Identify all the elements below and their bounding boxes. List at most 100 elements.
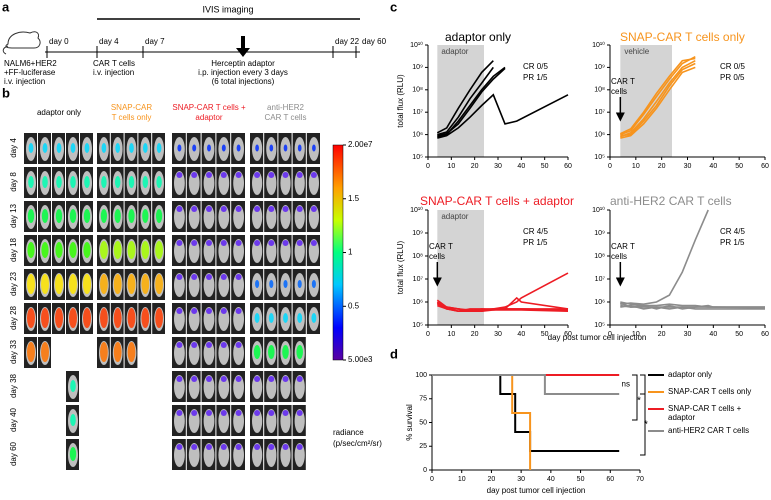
x-tick-label: 60 bbox=[606, 476, 614, 483]
signal-blob bbox=[41, 308, 49, 328]
x-tick-label: 10 bbox=[447, 163, 455, 170]
day-row-label: day 28 bbox=[9, 305, 18, 330]
signal-blob bbox=[155, 308, 164, 328]
signal-blob bbox=[296, 410, 303, 416]
signal-blob bbox=[221, 144, 226, 152]
mouse-body bbox=[252, 375, 263, 399]
y-tick-label: 10⁶ bbox=[594, 299, 605, 306]
signal-blob bbox=[268, 444, 275, 450]
signal-blob bbox=[55, 242, 63, 258]
mouse-body bbox=[252, 171, 263, 195]
flux-line bbox=[620, 55, 696, 136]
mouse-body bbox=[203, 205, 215, 229]
mouse-body bbox=[233, 307, 245, 331]
signal-blob bbox=[236, 144, 241, 152]
x-axis-label: day post tumor cell injection bbox=[487, 486, 586, 495]
signal-blob bbox=[220, 342, 227, 348]
response-annotation: CR 4/5 bbox=[720, 227, 745, 236]
signal-blob bbox=[191, 342, 198, 348]
signal-blob bbox=[113, 342, 122, 362]
x-tick-label: 10 bbox=[447, 331, 455, 338]
y-tick-label: 10⁷ bbox=[595, 276, 606, 283]
signal-blob bbox=[282, 444, 289, 450]
signal-blob bbox=[283, 313, 288, 323]
signal-blob bbox=[269, 144, 274, 152]
group-header: adaptor bbox=[195, 113, 222, 122]
x-tick-label: 20 bbox=[658, 331, 666, 338]
mouse-body bbox=[218, 375, 230, 399]
signal-blob bbox=[191, 172, 198, 178]
signal-blob bbox=[206, 274, 212, 280]
signal-blob bbox=[127, 241, 136, 259]
y-tick-label: 100 bbox=[415, 372, 427, 379]
mouse-body bbox=[188, 273, 200, 297]
y-tick-label: 10¹⁰ bbox=[410, 206, 423, 214]
mouse-body bbox=[233, 409, 245, 433]
signal-blob bbox=[27, 342, 35, 362]
x-tick-label: 10 bbox=[632, 163, 640, 170]
signal-blob bbox=[101, 143, 107, 153]
x-tick-label: 50 bbox=[735, 331, 743, 338]
mouse-body bbox=[218, 239, 230, 263]
treatment-label: adaptor bbox=[441, 47, 468, 56]
panel-label: a bbox=[2, 0, 10, 14]
mouse-body bbox=[174, 443, 185, 467]
signal-blob bbox=[297, 313, 303, 323]
mouse-body bbox=[203, 171, 215, 195]
mouse-body bbox=[294, 239, 305, 263]
signal-blob bbox=[235, 274, 242, 280]
day-row-label: day 23 bbox=[9, 271, 18, 296]
mouse-body bbox=[233, 239, 245, 263]
adaptor-text: Herceptin adaptor bbox=[211, 59, 275, 68]
signal-blob bbox=[296, 444, 303, 450]
y-tick-label: 50 bbox=[419, 419, 427, 426]
signal-blob bbox=[282, 206, 289, 212]
treatment-window bbox=[620, 45, 672, 157]
mouse-body bbox=[188, 307, 200, 331]
signal-blob bbox=[176, 172, 183, 178]
signal-blob bbox=[255, 144, 259, 152]
mouse-body bbox=[266, 171, 277, 195]
mouse-body bbox=[233, 443, 245, 467]
signal-blob bbox=[283, 144, 288, 152]
x-tick-label: 20 bbox=[488, 476, 496, 483]
signal-blob bbox=[155, 241, 164, 259]
response-annotation: PR 1/5 bbox=[720, 238, 745, 247]
signal-blob bbox=[191, 376, 198, 382]
mouse-body bbox=[218, 341, 230, 365]
colorbar-tick-label: 1 bbox=[348, 248, 353, 257]
mouse-body bbox=[218, 409, 230, 433]
signal-blob bbox=[206, 342, 212, 348]
x-tick-label: 10 bbox=[632, 331, 640, 338]
signal-blob bbox=[141, 241, 150, 259]
y-tick-label: 75 bbox=[419, 396, 427, 403]
signal-blob bbox=[235, 240, 242, 246]
signal-blob bbox=[69, 308, 77, 328]
signal-blob bbox=[296, 345, 303, 359]
mouse-body bbox=[203, 273, 215, 297]
signal-blob bbox=[296, 172, 303, 178]
signal-blob bbox=[296, 206, 303, 212]
legend-entry: SNAP-CAR T cells only bbox=[668, 387, 752, 396]
mouse-body bbox=[218, 443, 230, 467]
mouse-body bbox=[252, 239, 263, 263]
survival-line bbox=[432, 374, 620, 395]
signal-blob bbox=[235, 342, 242, 348]
signal-blob bbox=[254, 410, 261, 416]
mouse-body bbox=[252, 409, 263, 433]
flux-line bbox=[620, 59, 696, 138]
x-tick-label: 0 bbox=[430, 476, 434, 483]
signal-blob bbox=[69, 209, 77, 223]
signal-blob bbox=[254, 240, 261, 246]
colorbar-tick-label: 1.5 bbox=[348, 194, 360, 203]
mouse-body bbox=[280, 409, 291, 433]
y-tick-label: 10⁵ bbox=[594, 154, 605, 161]
signal-blob bbox=[127, 342, 136, 362]
signal-blob bbox=[191, 410, 198, 416]
signal-blob bbox=[206, 376, 212, 382]
x-tick-label: 20 bbox=[471, 331, 479, 338]
y-tick-label: 10⁷ bbox=[595, 109, 606, 116]
mouse-body bbox=[203, 409, 215, 433]
